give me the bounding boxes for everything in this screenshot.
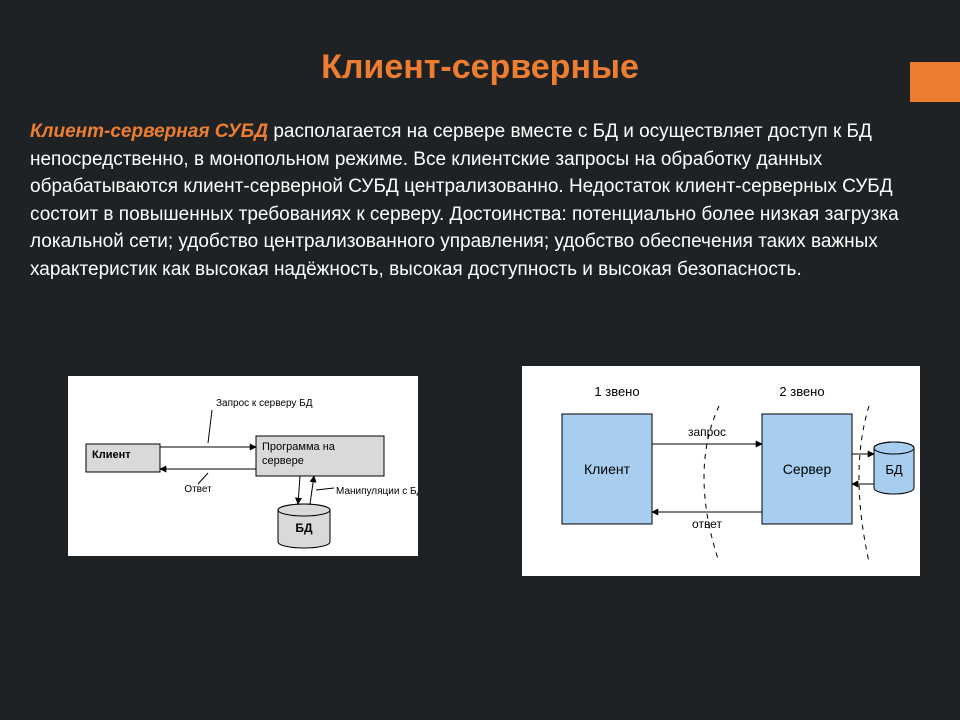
- svg-text:Программа на: Программа на: [262, 441, 336, 453]
- diagram-left: Клиент Программа на сервере БД Запрос к серв…: [68, 376, 418, 556]
- lead-term: Клиент-серверная СУБД: [30, 121, 268, 142]
- svg-text:БД: БД: [885, 462, 903, 477]
- svg-text:БД: БД: [295, 521, 313, 535]
- slide-title: Клиент-серверные: [0, 48, 960, 87]
- svg-text:запрос: запрос: [688, 425, 726, 439]
- svg-text:Ответ: Ответ: [184, 484, 212, 495]
- slide-body: Клиент-серверная СУБД располагается на с…: [30, 118, 910, 283]
- svg-text:Сервер: Сервер: [783, 461, 832, 477]
- svg-text:сервере: сервере: [262, 455, 304, 467]
- svg-text:Манипуляции с БД: Манипуляции с БД: [336, 486, 418, 497]
- paragraph-text: располагается на сервере вместе с БД и о…: [30, 121, 899, 280]
- svg-text:Клиент: Клиент: [584, 461, 631, 477]
- svg-text:1 звено: 1 звено: [594, 384, 639, 399]
- diagram-right: 1 звено 2 звено Клиент Сервер БД запрос ответ: [522, 366, 920, 576]
- svg-text:Клиент: Клиент: [92, 449, 131, 461]
- svg-text:ответ: ответ: [692, 517, 722, 531]
- svg-text:2 звено: 2 звено: [779, 384, 824, 399]
- svg-text:Запрос к серверу БД: Запрос к серверу БД: [216, 398, 313, 409]
